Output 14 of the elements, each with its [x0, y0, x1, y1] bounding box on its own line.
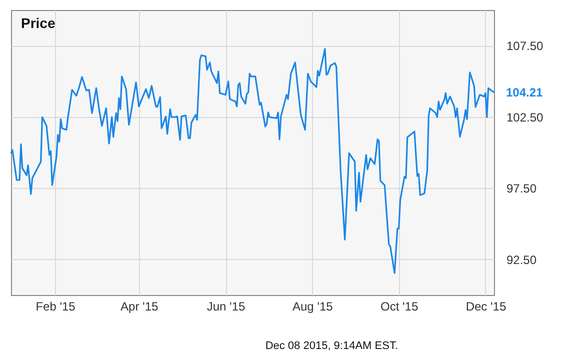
y-tick-label: 107.50: [506, 39, 544, 54]
y-tick-label: 97.50: [506, 182, 537, 196]
chart-title: Price: [21, 15, 56, 31]
y-tick-label: 92.50: [506, 252, 537, 267]
text: Dec 08 2015, 9:14AM EST.: [265, 340, 398, 352]
x-tick-label: Dec '15: [466, 300, 506, 314]
line-series: [10, 48, 495, 274]
x-tick-label: Apr '15: [120, 300, 158, 314]
annotation: 104.21: [506, 86, 544, 100]
y-tick-label: 102.50: [506, 110, 544, 124]
x-tick-label: Oct '15: [380, 300, 418, 314]
x-tick-label: Aug '15: [292, 300, 334, 314]
x-tick-label: Jun '15: [206, 300, 246, 314]
x-tick-label: Feb '15: [36, 300, 76, 314]
